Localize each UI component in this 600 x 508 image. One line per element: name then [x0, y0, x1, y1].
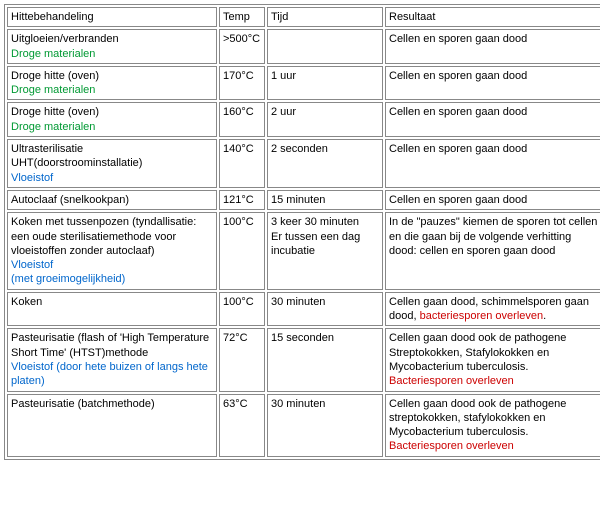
table-row: Pasteurisatie (batchmethode)63°C30 minut…	[7, 394, 600, 457]
cell-time: 15 minuten	[267, 190, 383, 210]
cell-result: Cellen en sporen gaan dood	[385, 29, 600, 64]
cell-temp: 100°C	[219, 292, 265, 327]
cell-temp: 170°C	[219, 66, 265, 101]
cell-result: Cellen gaan dood, schimmelsporen gaan do…	[385, 292, 600, 327]
col-header-temp: Temp	[219, 7, 265, 27]
cell-result: In de "pauzes" kiemen de sporen tot cell…	[385, 212, 600, 289]
table-body: Uitgloeien/verbrandenDroge materialen>50…	[7, 29, 600, 456]
cell-time: 15 seconden	[267, 328, 383, 391]
cell-temp: 160°C	[219, 102, 265, 137]
cell-treatment: Koken met tussenpozen (tyndallisatie: ee…	[7, 212, 217, 289]
cell-treatment: Pasteurisatie (flash of 'High Temperatur…	[7, 328, 217, 391]
cell-temp: 140°C	[219, 139, 265, 188]
cell-result: Cellen gaan dood ook de pathogene strept…	[385, 394, 600, 457]
cell-result: Cellen en sporen gaan dood	[385, 66, 600, 101]
table-row: Droge hitte (oven)Droge materialen160°C2…	[7, 102, 600, 137]
cell-temp: 121°C	[219, 190, 265, 210]
cell-temp: 100°C	[219, 212, 265, 289]
cell-temp: >500°C	[219, 29, 265, 64]
cell-time: 30 minuten	[267, 394, 383, 457]
cell-treatment: Uitgloeien/verbrandenDroge materialen	[7, 29, 217, 64]
cell-time	[267, 29, 383, 64]
cell-time: 30 minuten	[267, 292, 383, 327]
table-row: Pasteurisatie (flash of 'High Temperatur…	[7, 328, 600, 391]
cell-time: 2 uur	[267, 102, 383, 137]
cell-result: Cellen gaan dood ook de pathogene Strept…	[385, 328, 600, 391]
cell-treatment: UltrasterilisatieUHT(doorstroominstallat…	[7, 139, 217, 188]
col-header-time: Tijd	[267, 7, 383, 27]
cell-time: 2 seconden	[267, 139, 383, 188]
cell-treatment: Droge hitte (oven)Droge materialen	[7, 102, 217, 137]
col-header-result: Resultaat	[385, 7, 600, 27]
cell-temp: 72°C	[219, 328, 265, 391]
cell-result: Cellen en sporen gaan dood	[385, 139, 600, 188]
table-row: UltrasterilisatieUHT(doorstroominstallat…	[7, 139, 600, 188]
table-row: Uitgloeien/verbrandenDroge materialen>50…	[7, 29, 600, 64]
col-header-treatment: Hittebehandeling	[7, 7, 217, 27]
heat-treatment-table: Hittebehandeling Temp Tijd Resultaat Uit…	[4, 4, 600, 460]
cell-temp: 63°C	[219, 394, 265, 457]
table-row: Autoclaaf (snelkookpan)121°C15 minutenCe…	[7, 190, 600, 210]
cell-treatment: Koken	[7, 292, 217, 327]
table-row: Droge hitte (oven)Droge materialen170°C1…	[7, 66, 600, 101]
cell-result: Cellen en sporen gaan dood	[385, 102, 600, 137]
table-row: Koken100°C30 minutenCellen gaan dood, sc…	[7, 292, 600, 327]
cell-treatment: Droge hitte (oven)Droge materialen	[7, 66, 217, 101]
cell-result: Cellen en sporen gaan dood	[385, 190, 600, 210]
cell-treatment: Autoclaaf (snelkookpan)	[7, 190, 217, 210]
cell-time: 3 keer 30 minutenEr tussen een dag incub…	[267, 212, 383, 289]
table-header: Hittebehandeling Temp Tijd Resultaat	[7, 7, 600, 27]
table-row: Koken met tussenpozen (tyndallisatie: ee…	[7, 212, 600, 289]
cell-time: 1 uur	[267, 66, 383, 101]
cell-treatment: Pasteurisatie (batchmethode)	[7, 394, 217, 457]
